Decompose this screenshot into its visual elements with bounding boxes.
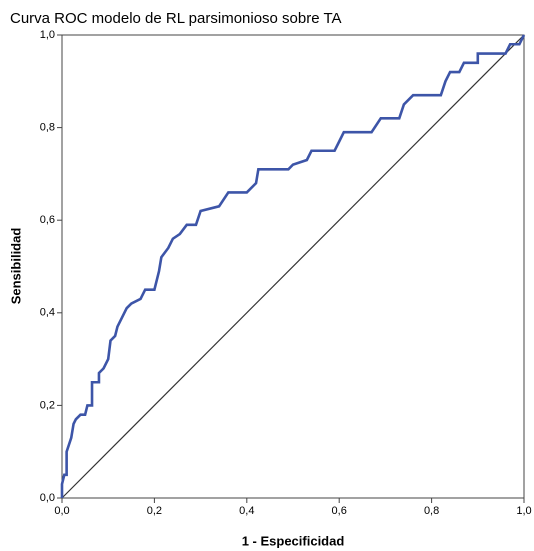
y-tick-label: 0,8 bbox=[40, 122, 55, 134]
x-tick-label: 0,6 bbox=[332, 505, 347, 517]
x-axis-label: 1 - Especificidad bbox=[242, 533, 345, 548]
plot-frame bbox=[61, 34, 525, 499]
y-tick-label: 0,0 bbox=[40, 492, 55, 504]
x-tick-label: 0,8 bbox=[424, 505, 439, 517]
x-tick-label: 0,2 bbox=[147, 505, 162, 517]
y-axis-label: Sensibilidad bbox=[8, 228, 23, 305]
chart-title: Curva ROC modelo de RL parsimonioso sobr… bbox=[10, 10, 342, 27]
y-tick-label: 0,6 bbox=[40, 214, 55, 226]
y-tick-label: 1,0 bbox=[40, 29, 55, 41]
y-tick-label: 0,2 bbox=[40, 399, 55, 411]
x-tick-label: 0,0 bbox=[54, 505, 69, 517]
x-tick-label: 0,4 bbox=[239, 505, 254, 517]
reference-line bbox=[61, 34, 525, 499]
x-tick-label: 1,0 bbox=[516, 505, 531, 517]
roc-curve bbox=[60, 34, 526, 498]
y-tick-label: 0,4 bbox=[40, 307, 55, 319]
